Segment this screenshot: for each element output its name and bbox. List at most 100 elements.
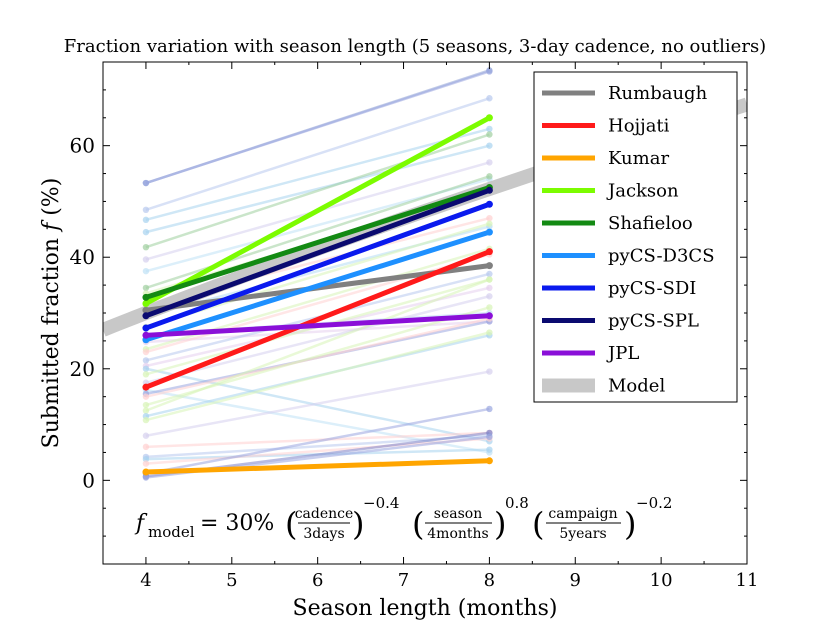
background-point	[142, 432, 150, 439]
formula-term3-den: 5years	[559, 526, 606, 542]
y-axis-label-unit: (%)	[39, 178, 64, 223]
background-point	[486, 284, 493, 292]
legend: Rumbaugh Hojjati Kumar Jackson Shafieloo pyCS…	[533, 71, 738, 403]
background-line	[145, 278, 490, 412]
x-tick-label: 4	[140, 570, 151, 591]
background-line	[145, 317, 490, 398]
series-point-kumar	[142, 468, 150, 476]
background-point	[486, 405, 493, 413]
background-line	[145, 370, 490, 437]
series-point-jackson	[485, 114, 493, 122]
series-line-jackson	[144, 115, 491, 306]
background-line	[145, 127, 490, 222]
x-tick-label: 6	[312, 570, 323, 591]
axes: 4 5 6 7 8 9 10 11 0 20 40 60	[70, 61, 758, 591]
background-point	[486, 95, 493, 102]
series-point-jpl	[485, 312, 493, 320]
background-point	[486, 276, 493, 283]
formula-term2-den: 4months	[427, 526, 488, 542]
background-point	[142, 401, 150, 409]
series-point-rumbaugh	[142, 306, 150, 314]
chart-title: Fraction variation with season length (5…	[64, 36, 766, 57]
legend-label-kumar: Kumar	[608, 148, 669, 169]
background-point	[486, 214, 493, 222]
series-line-pycs-spl	[145, 187, 491, 319]
series-layer	[142, 114, 493, 476]
formula-lhs-sub: model	[148, 523, 195, 541]
background-point	[142, 455, 150, 463]
series-line-hojjati	[145, 249, 491, 390]
x-tick-label: 5	[226, 570, 237, 591]
background-point	[486, 125, 493, 133]
series-point-pycs-sdi	[485, 200, 493, 208]
background-point	[486, 446, 493, 453]
formula-paren-open-1: (	[285, 505, 297, 543]
background-point	[142, 474, 150, 481]
background-line	[145, 144, 490, 234]
series-point-pycs-spl	[142, 312, 150, 320]
background-point	[142, 371, 150, 378]
y-tick-label: 0	[82, 468, 95, 492]
y-tick-label: 20	[70, 357, 95, 381]
background-line	[145, 295, 490, 384]
background-point	[142, 216, 150, 224]
background-point	[142, 460, 150, 467]
legend-label-hojjati: Hojjati	[608, 116, 670, 137]
background-line	[145, 431, 490, 449]
background-point	[142, 416, 150, 424]
background-point	[142, 243, 150, 251]
background-point	[142, 256, 150, 263]
background-point	[486, 173, 493, 180]
series-point-kumar	[485, 457, 493, 465]
background-point	[142, 179, 150, 187]
series-point-rumbaugh	[485, 262, 493, 270]
background-point	[486, 142, 493, 149]
series-point-pycs-spl	[485, 186, 493, 194]
background-point	[486, 159, 493, 166]
y-tick-label: 40	[70, 245, 95, 269]
legend-label-rumbaugh: Rumbaugh	[608, 83, 708, 104]
background-point	[142, 206, 150, 214]
background-point	[486, 270, 493, 278]
legend-label-pycs-d3cs: pyCS-D3CS	[608, 246, 715, 267]
formula-term2-exp: 0.8	[505, 494, 529, 512]
series-line-shafieloo	[145, 185, 491, 300]
background-point	[142, 348, 150, 356]
formula-term3-num: campaign	[548, 506, 617, 522]
background-line	[145, 407, 490, 475]
formula-term3-exp: −0.2	[636, 494, 672, 512]
background-point	[486, 368, 493, 375]
series-line-pycs-d3cs	[145, 229, 491, 343]
plot-area	[103, 67, 747, 481]
background-point	[486, 220, 493, 227]
series-point-pycs-d3cs	[485, 228, 493, 236]
background-point	[142, 267, 150, 275]
background-point	[142, 407, 150, 414]
formula-term2-num: season	[434, 506, 482, 522]
formula-paren-open-2: (	[412, 505, 424, 543]
y-axis-label-text: Submitted fraction	[39, 231, 64, 448]
formula-term1-exp: −0.4	[363, 494, 399, 512]
legend-label-jackson: Jackson	[606, 181, 679, 202]
y-tick-label: 60	[70, 134, 95, 158]
formula-prefix: = 30%	[200, 511, 274, 536]
series-point-jackson	[142, 300, 150, 308]
series-line-kumar	[145, 458, 490, 475]
series-line-jpl	[145, 313, 490, 338]
background-point	[142, 284, 150, 292]
formula-paren-open-3: (	[532, 505, 544, 543]
background-point	[142, 443, 150, 451]
x-tick-label: 8	[484, 570, 495, 591]
background-point	[486, 304, 493, 311]
formula-paren-close-1: )	[352, 505, 364, 543]
legend-label-shafieloo: Shafieloo	[608, 213, 693, 234]
series-point-shafieloo	[142, 293, 150, 301]
background-line	[145, 70, 490, 185]
legend-label-jpl: JPL	[606, 343, 639, 364]
series-point-pycs-sdi	[142, 324, 150, 332]
formula-paren-close-3: )	[624, 505, 636, 543]
series-point-hojjati	[142, 383, 150, 391]
series-point-hojjati	[485, 248, 493, 256]
background-point	[142, 393, 150, 400]
